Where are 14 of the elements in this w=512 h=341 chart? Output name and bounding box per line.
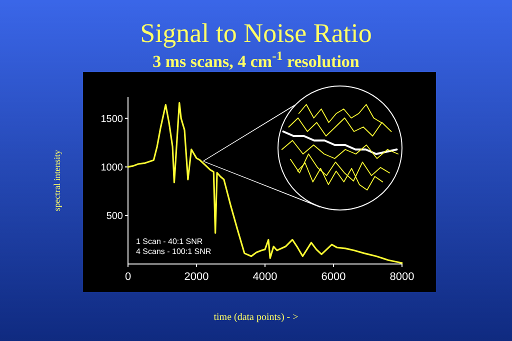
x-tick-label: 0: [124, 271, 132, 283]
y-tick-label: 500: [106, 210, 124, 222]
x-tick-label: 8000: [390, 271, 414, 283]
chart-title: Signal to Noise Ratio: [140, 18, 372, 48]
x-tick-label: 2000: [184, 271, 209, 283]
x-tick-label: 6000: [321, 271, 346, 283]
y-tick-label: 1500: [100, 114, 124, 125]
y-tick-label: 1000: [100, 162, 124, 174]
x-tick-label: 4000: [252, 271, 278, 283]
annotation: 4 Scans - 100:1 SNR: [136, 247, 212, 256]
annotation: 1 Scan - 40:1 SNR: [136, 237, 203, 246]
chart-subtitle: 3 ms scans, 4 cm$^{-1}$ resolution: [152, 49, 360, 71]
x-axis-title: time (data points) - >: [214, 312, 299, 323]
y-axis-title: spectral intensity: [52, 149, 62, 212]
